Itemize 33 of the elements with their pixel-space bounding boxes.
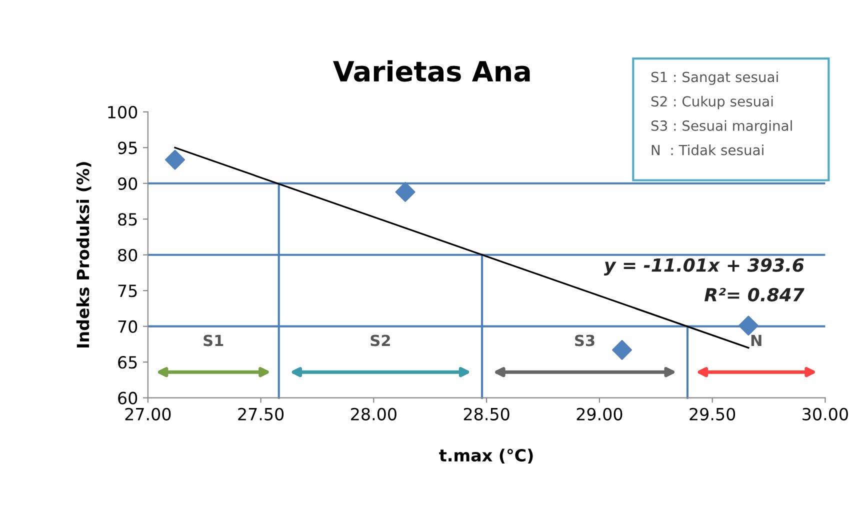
annotation: S2 — [370, 334, 390, 346]
point — [738, 316, 758, 336]
point — [395, 182, 416, 202]
annotation: R²= 0.847 — [704, 288, 804, 302]
y-tick-label: 95 — [118, 142, 137, 154]
annotation: S3 : Sesuai marginal — [651, 120, 792, 134]
y-tick-label: 85 — [118, 213, 137, 226]
text: S2 : Cukup sesuai — [651, 96, 773, 110]
point — [164, 150, 186, 170]
annotation: N — [751, 334, 762, 346]
annotation: N : Tidak sesuai — [652, 144, 764, 156]
x-tick-label: 27.50 — [238, 408, 284, 420]
annotation: S1 — [204, 334, 224, 346]
y-tick-label: 65 — [118, 356, 137, 369]
x-tick-label: 28.50 — [464, 408, 510, 420]
x-tick-label: 27.00 — [125, 408, 171, 420]
x-tick-label: 28.00 — [351, 408, 396, 420]
x-axis-title: t.max (°C) — [439, 448, 533, 464]
y-tick-label: 80 — [118, 248, 138, 262]
y-tick-label: 90 — [118, 177, 138, 190]
x-tick-label: 29.00 — [576, 408, 622, 420]
text: S1 : Sangat sesuai — [651, 71, 778, 85]
y-tick-label: 75 — [118, 284, 137, 298]
y-tick-label: 70 — [118, 320, 138, 333]
y-tick-label: 60 — [118, 392, 138, 404]
point — [612, 340, 632, 360]
chart-title: Varietas Ana — [333, 60, 530, 82]
annotation: y = -11.01x + 393.6 — [604, 258, 804, 276]
annotation: S3 — [575, 334, 594, 346]
x-tick-label: 30.00 — [802, 408, 848, 420]
y-axis-title: Indeks Produksi (%) — [76, 162, 92, 348]
y-tick-label: 100 — [108, 106, 138, 118]
x-tick-label: 29.50 — [690, 408, 736, 420]
